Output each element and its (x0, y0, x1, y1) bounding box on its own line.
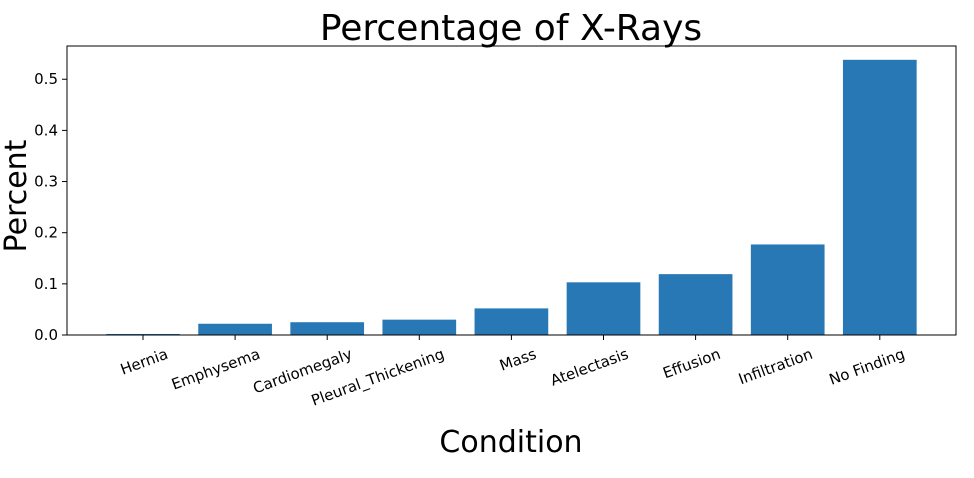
x-tick-label: Mass (497, 345, 539, 375)
x-tick-label: Emphysema (169, 345, 262, 394)
bar-pleural-thickening (382, 319, 457, 335)
bar-atelectasis (566, 282, 641, 335)
x-axis-label: Condition (439, 425, 582, 460)
plot-frame (66, 45, 957, 336)
chart-title: Percentage of X-Rays (320, 8, 702, 49)
bars-group (106, 59, 917, 336)
x-tick-label: Infiltration (736, 345, 815, 388)
bar-infiltration (750, 244, 825, 335)
y-tick-label: 0.2 (34, 224, 58, 242)
bar-emphysema (198, 323, 272, 335)
y-tick-label: 0.5 (34, 70, 58, 88)
x-tick-label: Effusion (660, 345, 723, 382)
y-axis-label: Percent (0, 139, 34, 252)
bar-mass (474, 308, 549, 335)
x-tick-label: No Finding (827, 345, 907, 389)
y-tick-label: 0.1 (34, 275, 58, 293)
y-tick-label: 0.0 (34, 326, 58, 344)
y-tick-label: 0.4 (34, 121, 58, 139)
bar-hernia (106, 333, 180, 335)
y-tick-label: 0.3 (34, 173, 58, 191)
y-axis-ticks: 0.0 0.1 0.2 0.3 0.4 0.5 (34, 70, 67, 344)
bar-cardiomegaly (290, 322, 365, 335)
x-tick-label: Atelectasis (548, 345, 631, 390)
x-axis-ticks: HerniaEmphysemaCardiomegalyPleural_Thick… (118, 335, 907, 411)
x-tick-label: Hernia (118, 345, 170, 379)
bar-effusion (658, 274, 733, 335)
bar-no-finding (842, 59, 917, 336)
